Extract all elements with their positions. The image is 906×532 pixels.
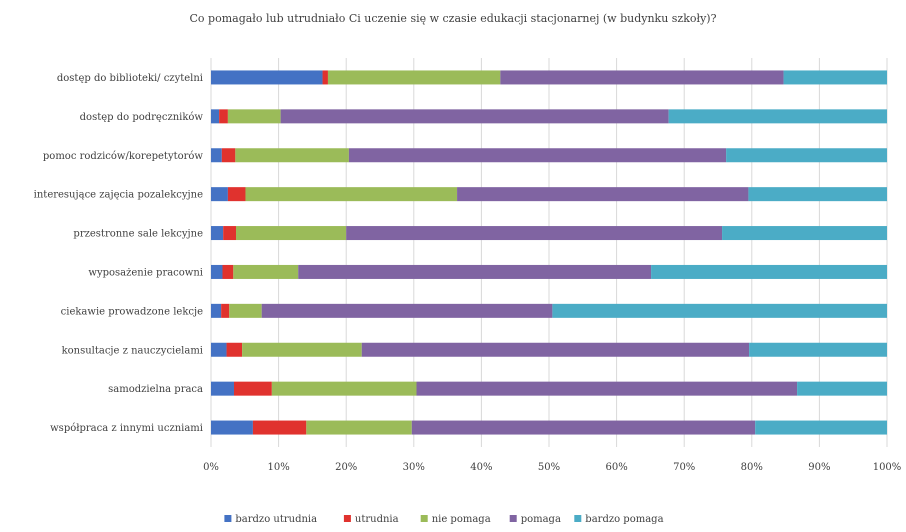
bar-segment [252,420,307,435]
x-tick-label: 80% [741,462,763,473]
bar-segment [327,70,501,85]
x-tick-label: 40% [470,462,492,473]
category-label: współpraca z innymi uczniami [50,423,203,434]
bar-segment [211,381,234,396]
bar-segment [227,187,246,202]
bars [211,70,887,435]
legend-label: pomaga [521,514,561,525]
bar-segment [211,109,220,124]
bar-segment [416,381,798,396]
bar-segment [211,420,253,435]
bar-segment [211,70,323,85]
bar-segment [227,109,281,124]
bar-segment [346,226,723,241]
bar-segment [219,109,228,124]
bar-segment [348,148,727,163]
bar-segment [245,187,458,202]
bar-segment [411,420,756,435]
legend-swatch [420,515,428,522]
bar-segment [233,381,272,396]
bar-segment [261,303,553,318]
bar-segment [211,303,222,318]
bar-segment [223,226,237,241]
bar-segment [298,264,652,279]
bar-segment [271,381,417,396]
bar-segment [668,109,887,124]
category-label: dostęp do podręczników [80,112,204,123]
category-label: przestronne sale lekcyjne [73,229,203,240]
x-tick-label: 20% [335,462,357,473]
bar-segment [552,303,887,318]
bar-segment [797,381,887,396]
legend-label: bardzo pomaga [585,514,663,525]
legend-label: bardzo utrudnia [235,514,317,525]
x-tick-label: 60% [605,462,627,473]
bar-segment [211,342,227,357]
bar-segment [280,109,669,124]
x-tick-label: 10% [267,462,289,473]
bar-segment [306,420,412,435]
legend-swatch [343,515,351,522]
x-tick-label: 100% [873,462,902,473]
bar-segment [322,70,328,85]
legend-label: utrudnia [355,514,399,525]
bar-segment [235,148,349,163]
bar-segment [211,226,224,241]
legend: bardzo utrudnia utrudnia nie pomaga pomaga b… [224,514,664,525]
category-labels: dostęp do biblioteki/ czytelni dostęp do … [34,73,204,434]
category-label: dostęp do biblioteki/ czytelni [57,73,203,84]
category-label: ciekawie prowadzone lekcje [61,306,203,317]
bar-segment [457,187,749,202]
category-label: pomoc rodziców/korepetytorów [43,151,204,162]
legend-swatch [574,515,582,522]
bar-segment [755,420,887,435]
bar-segment [226,342,243,357]
bar-segment [221,148,236,163]
bar-segment [722,226,887,241]
x-tick-label: 50% [538,462,560,473]
bar-segment [211,148,222,163]
legend-label: nie pomaga [432,514,491,525]
bar-segment [749,342,887,357]
x-axis-ticks: 0% 10% 20% 30% 40% 50% 60% 70% 80% 90% 100% [203,462,901,473]
legend-swatch [509,515,517,522]
x-tick-label: 90% [808,462,830,473]
bar-segment [221,303,230,318]
bar-segment [229,303,262,318]
bar-segment [236,226,347,241]
bar-segment [726,148,887,163]
bar-segment [242,342,362,357]
chart-title: Co pomagało lub utrudniało Ci uczenie si… [190,12,717,25]
x-tick-label: 0% [203,462,219,473]
category-label: wyposażenie pracowni [88,267,203,278]
bar-segment [500,70,784,85]
bar-segment [211,187,228,202]
legend-swatch [224,515,232,522]
category-label: konsultacje z nauczycielami [62,345,203,356]
bar-segment [783,70,887,85]
bar-segment [233,264,299,279]
bar-segment [222,264,234,279]
category-label: samodzielna praca [108,384,203,395]
bar-segment [748,187,887,202]
bar-segment [361,342,750,357]
category-label: interesujące zajęcia pozalekcyjne [34,190,203,201]
bar-segment [211,264,223,279]
x-tick-label: 70% [673,462,695,473]
x-tick-label: 30% [403,462,425,473]
bar-segment [651,264,887,279]
